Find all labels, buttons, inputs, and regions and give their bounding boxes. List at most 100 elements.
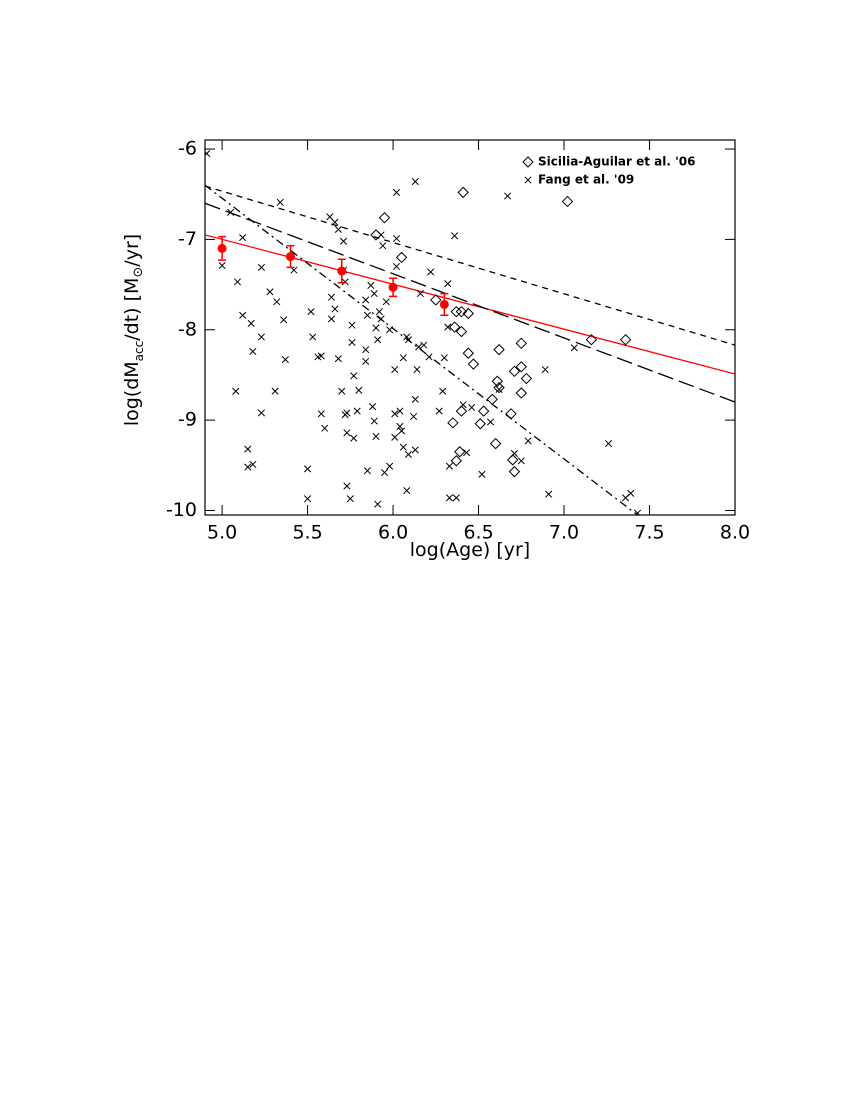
diamond-point xyxy=(486,393,498,406)
cross-point xyxy=(411,395,419,403)
cross-point xyxy=(452,494,460,502)
y-label-sub: acc xyxy=(132,341,146,362)
cross-point xyxy=(350,372,358,380)
x-axis-label: log(Age) [yr] xyxy=(410,539,530,561)
cross-point xyxy=(445,462,454,470)
diamond-point xyxy=(507,454,519,466)
cross-point xyxy=(355,386,363,394)
cross-point xyxy=(370,290,378,298)
cross-point xyxy=(524,437,532,445)
cross-point xyxy=(331,218,339,226)
diamond-point xyxy=(454,446,466,458)
cross-point xyxy=(218,262,226,270)
cross-point xyxy=(247,319,255,327)
cross-point xyxy=(249,460,257,468)
diamond-point xyxy=(378,212,391,224)
diamond-point xyxy=(520,372,533,385)
cross-point xyxy=(392,188,401,196)
trend-line xyxy=(205,185,735,346)
x-tick-label: 5.0 xyxy=(207,522,237,544)
cross-point xyxy=(362,346,370,354)
cross-point xyxy=(411,446,419,454)
diamond-point xyxy=(448,321,461,333)
diamond-point xyxy=(455,405,468,417)
y-tick-label: -9 xyxy=(178,409,197,431)
x-tick-label: 6.0 xyxy=(378,522,408,544)
cross-point xyxy=(396,422,404,430)
diamond-point xyxy=(395,251,408,264)
diamond-point xyxy=(508,365,521,378)
cross-point xyxy=(510,450,519,458)
cross-point xyxy=(463,449,471,457)
cross-point xyxy=(440,354,448,362)
diamond-point xyxy=(455,305,468,318)
cross-point xyxy=(391,410,399,418)
diamond-point xyxy=(455,325,468,338)
cross-point xyxy=(445,494,454,502)
y-axis-label: log(dMacc/dt) [M⊙/yr] xyxy=(121,234,146,426)
y-tick-label: -7 xyxy=(178,228,197,250)
cross-point xyxy=(380,468,389,477)
cross-point xyxy=(271,387,279,395)
cross-point xyxy=(386,326,394,334)
cross-point xyxy=(444,323,452,331)
y-label-part: /dt) [M xyxy=(121,278,143,341)
cross-point xyxy=(239,234,247,242)
cross-point xyxy=(346,495,354,503)
cross-point xyxy=(367,281,375,290)
cross-point xyxy=(331,305,339,313)
cross-point xyxy=(343,429,351,437)
legend-label: Fang et al. '09 xyxy=(538,173,634,187)
y-tick-label: -6 xyxy=(178,138,197,160)
cross-point xyxy=(411,178,419,186)
cross-point xyxy=(266,288,274,296)
cross-point xyxy=(486,418,495,426)
cross-point xyxy=(404,336,413,344)
cross-point xyxy=(427,268,435,276)
cross-point xyxy=(425,353,433,361)
cross-point xyxy=(257,263,265,271)
diamond-point xyxy=(515,387,527,399)
cross-point xyxy=(478,470,486,478)
cross-point xyxy=(321,424,329,432)
cross-point xyxy=(524,176,532,184)
cross-point xyxy=(372,324,380,332)
cross-point xyxy=(403,487,411,495)
cross-point xyxy=(415,343,423,351)
cross-point xyxy=(435,407,443,415)
cross-point xyxy=(334,225,342,234)
diamond-point xyxy=(493,343,505,356)
cross-point xyxy=(280,316,288,324)
diamond-point xyxy=(467,358,480,370)
diamond-point xyxy=(489,437,502,450)
cross-point xyxy=(227,208,235,216)
cross-point xyxy=(375,308,383,316)
diamond-point xyxy=(508,465,521,478)
cross-point xyxy=(281,356,289,364)
diamond-point xyxy=(585,333,598,346)
cross-point xyxy=(348,338,356,346)
cross-point xyxy=(396,407,404,415)
y-label-sub: ⊙ xyxy=(131,267,146,278)
cross-point xyxy=(399,443,407,451)
cross-point xyxy=(348,321,356,329)
cross-point xyxy=(338,387,346,395)
cross-point xyxy=(309,333,317,341)
cross-point xyxy=(398,427,406,435)
binned-point xyxy=(217,243,227,253)
y-label-part: /yr] xyxy=(121,234,143,267)
cross-point xyxy=(379,242,387,250)
cross-point xyxy=(416,290,424,298)
binned-point xyxy=(439,299,449,309)
cross-point xyxy=(627,489,635,497)
diamond-point xyxy=(619,333,632,346)
cross-point xyxy=(257,333,265,341)
cross-point xyxy=(239,311,247,319)
binned-point xyxy=(337,266,347,276)
x-tick-label: 7.5 xyxy=(634,522,664,544)
cross-point xyxy=(205,150,211,158)
cross-point xyxy=(410,412,418,421)
cross-point xyxy=(363,467,371,475)
diamond-point xyxy=(561,195,574,208)
